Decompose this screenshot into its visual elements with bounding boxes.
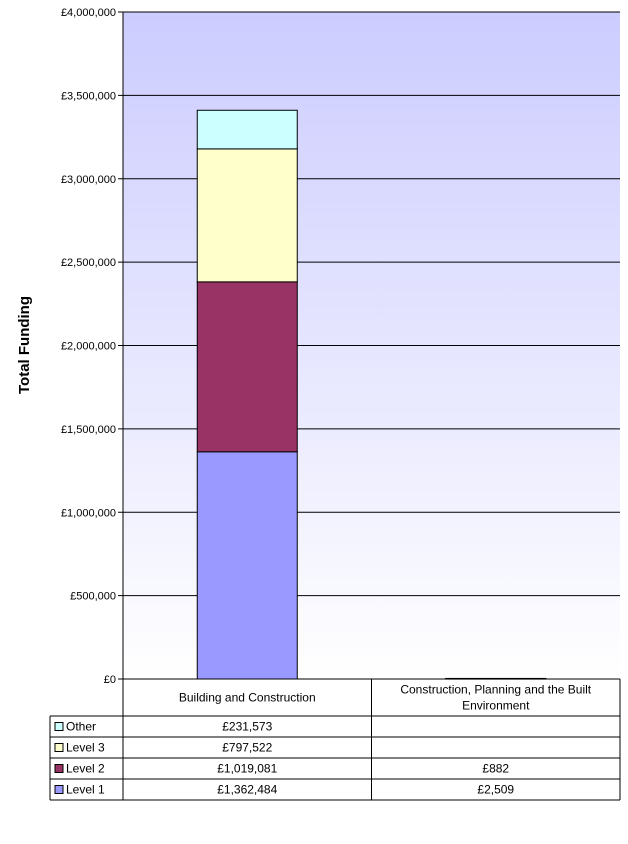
table-cell-value: £2,509 [477,783,514,797]
table-cell-value: £1,362,484 [217,783,277,797]
table-header-category: Construction, Planning and the Built Envi… [400,683,591,713]
y-tick-label: £1,500,000 [61,424,116,436]
bars [196,109,547,680]
bar-segment [196,281,298,453]
legend-key [54,743,64,752]
table-cell-value: £797,522 [222,741,272,755]
y-axis-label: Total Funding [16,296,33,394]
table-cell-value: £882 [482,762,509,776]
y-tick-label: £3,000,000 [61,174,116,186]
legend-label: Level 3 [66,741,105,755]
y-tick-label: £3,500,000 [61,90,116,102]
table-cell-value: £231,573 [222,720,272,734]
y-tick-label: £2,000,000 [61,341,116,353]
legend-key [54,764,64,773]
y-tick-label: £2,500,000 [61,257,116,269]
bar-segment [196,451,298,680]
table-header-category: Building and Construction [179,691,316,705]
legend-label: Level 2 [66,762,105,776]
legend-label: Other [66,720,96,734]
bar-segment [196,148,298,283]
data-table: Building and Construction Construction, P… [49,678,621,801]
y-axis-ticks: £0 £500,000 £1,000,000 £1,500,000 £2,000,000… [61,7,123,686]
y-tick-label: £0 [104,674,116,686]
y-tick-label: £1,000,000 [61,507,116,519]
table-cell-value: £1,019,081 [217,762,277,776]
bar-segment [196,109,298,150]
legend-key [54,722,64,731]
y-tick-label: £500,000 [70,591,116,603]
y-tick-label: £4,000,000 [61,7,116,19]
legend-key [54,785,64,794]
legend-label: Level 1 [66,783,105,797]
